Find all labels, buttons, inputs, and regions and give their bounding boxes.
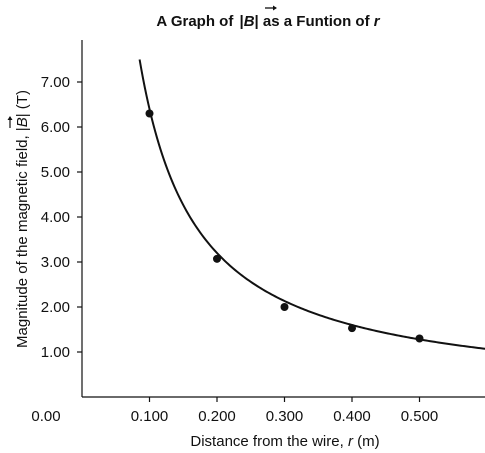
x-tick-label: 0.100 <box>131 408 169 425</box>
y-axis-title-bar-open: | <box>14 127 31 131</box>
y-tick-label: 7.00 <box>41 74 70 91</box>
data-point <box>145 109 154 118</box>
title-vector-arrow <box>265 5 277 11</box>
y-tick-label: 2.00 <box>41 299 70 316</box>
tick-labels: 0.00 0.100 0.200 0.300 0.400 0.500 1.00 2.00 3.… <box>31 74 438 425</box>
y-axis-title-prefix: Magnitude of the magnetic field, <box>14 131 31 348</box>
chart-title-bar-close: | <box>255 13 259 30</box>
ylabel-vector-arrow <box>7 116 13 128</box>
y-tick-label: 5.00 <box>41 164 70 181</box>
y-axis-title: Magnitude of the magnetic field, |B| (T) <box>14 90 31 348</box>
y-tick-label: 3.00 <box>41 254 70 271</box>
y-axis-title-unit: (T) <box>14 90 31 113</box>
data-point <box>415 334 424 343</box>
chart-title-symbol: B <box>244 13 255 30</box>
y-tick-label: 6.00 <box>41 119 70 136</box>
data-points <box>145 109 424 343</box>
fit-curve <box>138 59 485 350</box>
y-axis-title-bar-close: | <box>14 113 31 117</box>
data-point <box>280 303 289 311</box>
chart-title-bar-open: | <box>240 13 244 30</box>
data-point <box>348 324 356 333</box>
x-axis-title-prefix: Distance from the wire, <box>190 433 348 450</box>
chart-title-middle: as a Funtion of <box>259 13 374 30</box>
x-tick-label: 0.500 <box>401 408 439 425</box>
x-axis-title-var: r <box>348 433 354 450</box>
chart-title-var: r <box>374 13 381 30</box>
x-axis-title: Distance from the wire, r (m) <box>190 433 379 450</box>
ticks <box>77 81 421 402</box>
x-axis-title-unit: (m) <box>353 433 380 450</box>
y-axis-title-group: Magnitude of the magnetic field, |B| (T) <box>7 90 31 348</box>
chart-title: A Graph of |B| as a Funtion of r <box>156 13 380 30</box>
y-axis-title-symbol: B <box>14 117 31 127</box>
x-tick-label: 0.300 <box>266 408 304 425</box>
y-tick-label: 4.00 <box>41 209 70 226</box>
origin-label: 0.00 <box>31 408 60 425</box>
x-tick-label: 0.200 <box>198 408 236 425</box>
data-point <box>213 254 221 263</box>
y-tick-label: 1.00 <box>41 344 70 361</box>
x-tick-label: 0.400 <box>333 408 371 425</box>
chart-title-prefix: A Graph of <box>156 13 237 30</box>
